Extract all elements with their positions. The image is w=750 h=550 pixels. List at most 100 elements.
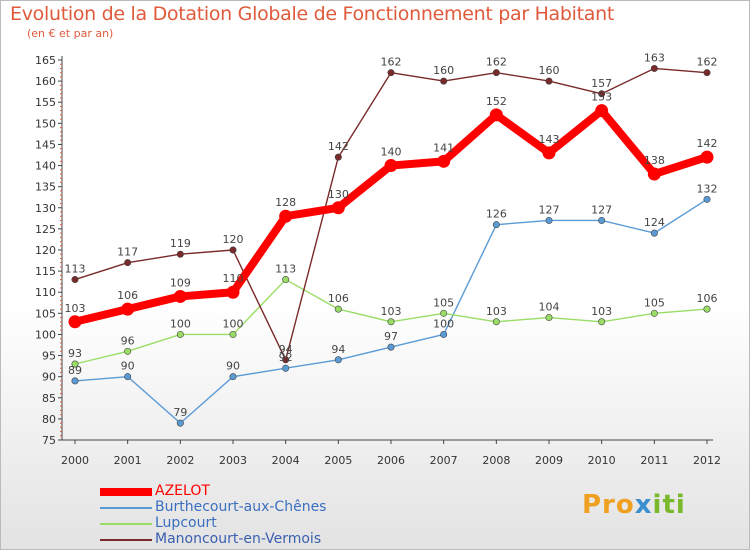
- series-burthecourt-aux-ch-nes-data-label: 126: [486, 208, 507, 221]
- series-azelot-data-label: 153: [591, 91, 612, 104]
- y-tick-label: 125: [35, 223, 56, 236]
- y-tick-label: 80: [42, 413, 56, 426]
- series-burthecourt-aux-ch-nes-point: [176, 419, 184, 427]
- series-manoncourt-en-vermois-data-label: 157: [591, 77, 612, 90]
- y-tick-label: 160: [35, 75, 56, 88]
- series-burthecourt-aux-ch-nes-point: [71, 377, 79, 385]
- chart-subtitle: (en € et par an): [27, 27, 114, 40]
- y-tick-label: 155: [35, 96, 56, 109]
- logo-part-x: x: [634, 490, 653, 520]
- series-lupcourt-point: [492, 318, 500, 326]
- series-lupcourt-point: [124, 347, 132, 355]
- legend-item: Lupcourt: [100, 515, 430, 532]
- series-azelot-data-label: 109: [170, 276, 191, 289]
- series-lupcourt-data-label: 100: [223, 317, 244, 330]
- logo-part-iti: iti: [652, 490, 686, 520]
- legend-label: Manoncourt-en-Vermois: [155, 531, 322, 547]
- y-tick-label: 130: [35, 202, 56, 215]
- series-manoncourt-en-vermois-point: [703, 69, 711, 77]
- series-azelot-data-label: 106: [117, 289, 138, 302]
- y-tick-label: 105: [35, 307, 56, 320]
- series-lupcourt-point: [598, 318, 606, 326]
- series-manoncourt-en-vermois-data-label: 117: [117, 246, 138, 259]
- series-lupcourt-point: [176, 330, 184, 338]
- chart-axes: 75 80 85 90 95 100 105 110 115 120 125 130 135 140 145…: [35, 54, 721, 467]
- series-manoncourt-en-vermois-data-label: 142: [328, 140, 349, 153]
- series-layer: [68, 64, 714, 427]
- chart-title: Evolution de la Dotation Globale de Fonc…: [10, 3, 615, 25]
- series-manoncourt-en-vermois-data-label: 162: [486, 56, 507, 69]
- series-lupcourt-point: [71, 360, 79, 368]
- x-tick-label: 2007: [430, 454, 458, 467]
- series-manoncourt-en-vermois-point: [387, 69, 395, 77]
- series-lupcourt-point: [440, 309, 448, 317]
- series-manoncourt-en-vermois-point: [71, 276, 79, 284]
- series-burthecourt-aux-ch-nes-point: [703, 195, 711, 203]
- y-tick-label: 165: [35, 54, 56, 67]
- y-tick-label: 95: [42, 350, 56, 363]
- series-burthecourt-aux-ch-nes-point: [598, 216, 606, 224]
- x-tick-label: 2009: [535, 454, 563, 467]
- y-tick-label: 115: [35, 265, 56, 278]
- series-azelot-data-label: 110: [223, 272, 244, 285]
- x-tick-label: 2005: [324, 454, 352, 467]
- series-lupcourt-data-label: 103: [486, 305, 507, 318]
- series-azelot-data-label: 143: [539, 133, 560, 146]
- series-manoncourt-en-vermois-data-label: 163: [644, 51, 665, 64]
- y-tick-label: 145: [35, 138, 56, 151]
- series-manoncourt-en-vermois-point: [545, 77, 553, 85]
- series-lupcourt-data-label: 106: [328, 292, 349, 305]
- series-manoncourt-en-vermois-point: [282, 356, 290, 364]
- series-burthecourt-aux-ch-nes-data-label: 90: [226, 360, 240, 373]
- series-lupcourt-data-label: 104: [539, 301, 560, 314]
- series-azelot-point: [542, 146, 556, 160]
- legend-item: Manoncourt-en-Vermois: [100, 531, 430, 548]
- series-azelot-data-label: 142: [697, 137, 718, 150]
- legend-label: AZELOT: [155, 483, 210, 499]
- series-burthecourt-aux-ch-nes-point: [282, 364, 290, 372]
- x-tick-label: 2001: [114, 454, 142, 467]
- y-tick-label: 100: [35, 328, 56, 341]
- series-burthecourt-aux-ch-nes-data-label: 94: [331, 343, 345, 356]
- logo-part-pro: Pro: [582, 490, 635, 520]
- x-tick-label: 2000: [61, 454, 89, 467]
- series-azelot-point: [331, 201, 345, 215]
- x-tick-label: 2008: [482, 454, 510, 467]
- series-azelot-point: [437, 154, 451, 168]
- series-manoncourt-en-vermois-data-label: 113: [65, 263, 86, 276]
- legend-swatch: [100, 539, 152, 541]
- series-burthecourt-aux-ch-nes-data-label: 97: [384, 330, 398, 343]
- series-manoncourt-en-vermois-data-label: 162: [697, 56, 718, 69]
- series-lupcourt-data-label: 100: [170, 317, 191, 330]
- series-azelot-line: [74, 106, 709, 326]
- series-manoncourt-en-vermois-point: [650, 64, 658, 72]
- series-burthecourt-aux-ch-nes-data-label: 79: [173, 406, 187, 419]
- series-lupcourt-point: [650, 309, 658, 317]
- series-azelot-data-label: 103: [65, 302, 86, 315]
- series-manoncourt-en-vermois-point: [176, 250, 184, 258]
- series-burthecourt-aux-ch-nes-data-label: 127: [539, 203, 560, 216]
- series-manoncourt-en-vermois-data-label: 160: [539, 64, 560, 77]
- legend-swatch: [100, 507, 152, 509]
- series-azelot-point: [121, 302, 135, 316]
- series-burthecourt-aux-ch-nes-point: [492, 221, 500, 229]
- series-lupcourt-point: [334, 305, 342, 313]
- series-burthecourt-aux-ch-nes-point: [440, 330, 448, 338]
- series-lupcourt-data-label: 103: [381, 305, 402, 318]
- series-burthecourt-aux-ch-nes-point: [387, 343, 395, 351]
- series-azelot-data-label: 140: [381, 146, 402, 159]
- x-tick-label: 2012: [693, 454, 721, 467]
- series-burthecourt-aux-ch-nes-point: [229, 373, 237, 381]
- series-burthecourt-aux-ch-nes-data-label: 89: [68, 364, 82, 377]
- series-azelot-data-label: 138: [644, 154, 665, 167]
- series-azelot-data-label: 130: [328, 188, 349, 201]
- series-burthecourt-aux-ch-nes-point: [124, 373, 132, 381]
- series-lupcourt-data-label: 106: [697, 292, 718, 305]
- series-lupcourt-data-label: 113: [275, 263, 296, 276]
- series-lupcourt-data-label: 96: [121, 334, 135, 347]
- series-lupcourt-point: [703, 305, 711, 313]
- series-lupcourt-data-label: 103: [591, 305, 612, 318]
